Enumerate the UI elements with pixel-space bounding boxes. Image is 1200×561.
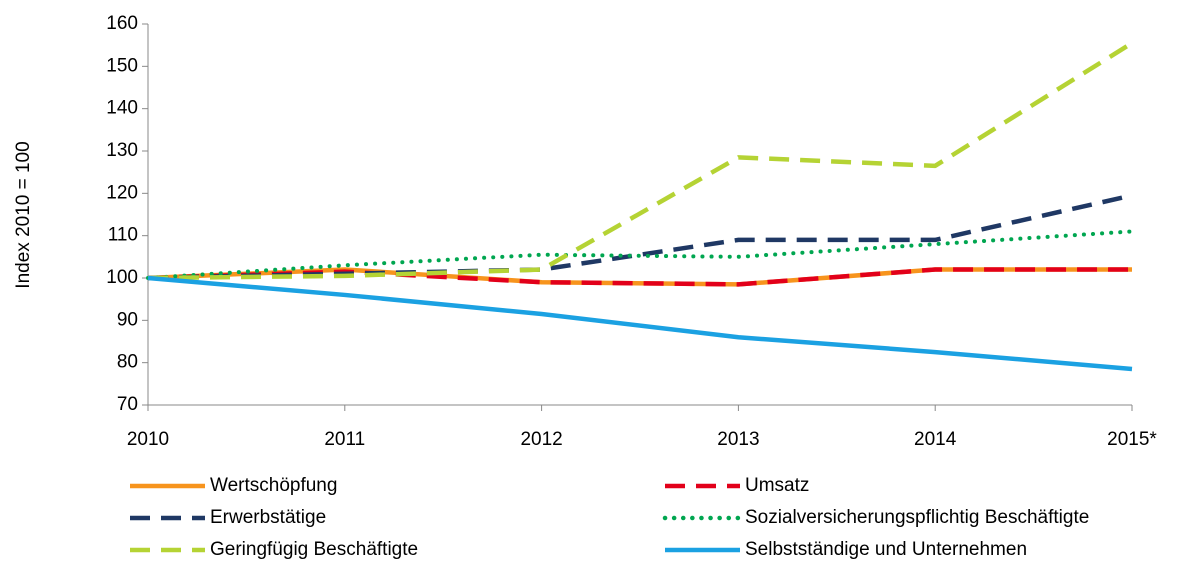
x-tick-label: 2015* (1107, 429, 1157, 450)
series-line (146, 229, 1134, 280)
y-tick-label: 90 (117, 309, 138, 330)
x-tick-label: 2010 (127, 429, 169, 450)
series-line (147, 275, 1133, 372)
legend-label: Selbstständige und Unternehmen (745, 539, 1027, 560)
y-tick-label: 160 (106, 13, 138, 34)
x-tick-label: 2014 (914, 429, 957, 450)
y-tick-label: 80 (117, 352, 138, 373)
legend-label: Geringfügig Beschäftigte (210, 539, 418, 560)
legend-label: Sozialversicherungspflichtig Beschäftigt… (745, 507, 1089, 528)
y-axis-label: Index 2010 = 100 (13, 141, 34, 288)
y-tick-label: 130 (106, 140, 138, 161)
x-tick-label: 2013 (717, 429, 759, 450)
y-tick-label: 150 (106, 55, 138, 76)
y-tick-label: 110 (108, 225, 138, 246)
x-tick-label: 2012 (520, 429, 562, 450)
x-tick-label: 2011 (324, 429, 365, 450)
legend-label: Wertschöpfung (210, 475, 337, 496)
y-tick-label: 100 (106, 267, 138, 288)
legend-label: Umsatz (745, 475, 809, 496)
series-line (147, 41, 1134, 281)
series-line (147, 193, 1133, 281)
y-tick-label: 140 (106, 98, 138, 119)
y-tick-label: 70 (117, 394, 138, 415)
legend-label: Erwerbstätige (210, 507, 326, 528)
y-tick-label: 120 (106, 182, 138, 203)
